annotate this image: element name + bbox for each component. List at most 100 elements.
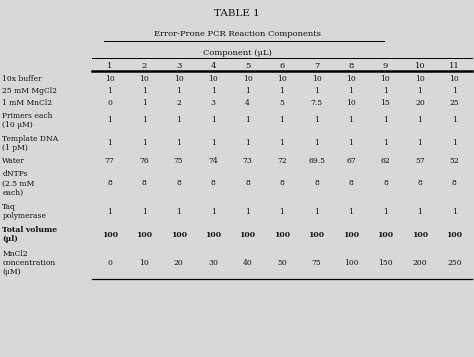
Text: 25 mM MgCl2: 25 mM MgCl2: [2, 87, 57, 95]
Text: 1: 1: [107, 139, 112, 147]
Text: 100: 100: [101, 231, 118, 238]
Text: 74: 74: [208, 157, 218, 165]
Text: Component (μL): Component (μL): [202, 49, 272, 57]
Text: 6: 6: [279, 62, 285, 70]
Text: 8: 8: [107, 180, 112, 187]
Text: 50: 50: [277, 259, 287, 267]
Text: 10x buffer: 10x buffer: [2, 75, 42, 82]
Text: 1: 1: [418, 87, 422, 95]
Text: 10: 10: [277, 75, 287, 82]
Text: 1: 1: [142, 99, 146, 107]
Text: 1: 1: [176, 116, 181, 124]
Text: 1: 1: [383, 139, 388, 147]
Text: 9: 9: [383, 62, 388, 70]
Text: 1: 1: [245, 87, 250, 95]
Text: 100: 100: [412, 231, 428, 238]
Text: 75: 75: [174, 157, 183, 165]
Text: 5: 5: [280, 99, 284, 107]
Text: 8: 8: [280, 180, 284, 187]
Text: 25: 25: [449, 99, 459, 107]
Text: 100: 100: [136, 231, 152, 238]
Text: MnCl2
concentration
(μM): MnCl2 concentration (μM): [2, 250, 55, 276]
Text: 100: 100: [205, 231, 221, 238]
Text: Template DNA
(1 pM): Template DNA (1 pM): [2, 135, 59, 152]
Text: 8: 8: [418, 180, 422, 187]
Text: 1: 1: [314, 116, 319, 124]
Text: 72: 72: [277, 157, 287, 165]
Text: 3: 3: [210, 99, 216, 107]
Text: 1: 1: [210, 139, 216, 147]
Text: 1: 1: [383, 116, 388, 124]
Text: 1: 1: [280, 116, 284, 124]
Text: 69.5: 69.5: [308, 157, 325, 165]
Text: 1: 1: [348, 116, 354, 124]
Text: 8: 8: [452, 180, 457, 187]
Text: 100: 100: [171, 231, 187, 238]
Text: 100: 100: [447, 231, 463, 238]
Text: 1: 1: [210, 116, 216, 124]
Text: 1: 1: [176, 87, 181, 95]
Text: Total volume
(μl): Total volume (μl): [2, 226, 57, 243]
Text: 1: 1: [418, 139, 422, 147]
Text: 1: 1: [176, 139, 181, 147]
Text: TABLE 1: TABLE 1: [214, 9, 260, 18]
Text: 1: 1: [142, 208, 146, 216]
Text: 7: 7: [314, 62, 319, 70]
Text: 30: 30: [208, 259, 218, 267]
Text: 100: 100: [377, 231, 393, 238]
Text: 1: 1: [452, 87, 457, 95]
Text: 10: 10: [139, 75, 149, 82]
Text: 100: 100: [274, 231, 290, 238]
Text: 1: 1: [176, 208, 181, 216]
Text: 200: 200: [412, 259, 427, 267]
Text: 1: 1: [452, 139, 457, 147]
Text: 73: 73: [243, 157, 253, 165]
Text: 10: 10: [174, 75, 183, 82]
Text: 8: 8: [314, 180, 319, 187]
Text: 8: 8: [176, 180, 181, 187]
Text: Primers each
(10 μM): Primers each (10 μM): [2, 112, 53, 129]
Text: 1: 1: [245, 116, 250, 124]
Text: 10: 10: [243, 75, 253, 82]
Text: Water: Water: [2, 157, 25, 165]
Text: 10: 10: [415, 62, 425, 70]
Text: 15: 15: [381, 99, 390, 107]
Text: 1: 1: [314, 139, 319, 147]
Text: 11: 11: [449, 62, 460, 70]
Text: 1: 1: [452, 116, 457, 124]
Text: 40: 40: [243, 259, 253, 267]
Text: 1: 1: [452, 208, 457, 216]
Text: 8: 8: [210, 180, 216, 187]
Text: 1: 1: [348, 87, 354, 95]
Text: 1: 1: [383, 87, 388, 95]
Text: 1: 1: [245, 139, 250, 147]
Text: 1: 1: [210, 208, 216, 216]
Text: 8: 8: [348, 180, 354, 187]
Text: 8: 8: [348, 62, 354, 70]
Text: 1: 1: [348, 208, 354, 216]
Text: 1: 1: [418, 208, 422, 216]
Text: 8: 8: [245, 180, 250, 187]
Text: 1: 1: [383, 208, 388, 216]
Text: 57: 57: [415, 157, 425, 165]
Text: 10: 10: [311, 75, 321, 82]
Text: 76: 76: [139, 157, 149, 165]
Text: 1: 1: [107, 87, 112, 95]
Text: 1: 1: [280, 87, 284, 95]
Text: 4: 4: [210, 62, 216, 70]
Text: 100: 100: [309, 231, 325, 238]
Text: 1: 1: [107, 116, 112, 124]
Text: 7.5: 7.5: [310, 99, 323, 107]
Text: 100: 100: [343, 231, 359, 238]
Text: Error-Prone PCR Reaction Components: Error-Prone PCR Reaction Components: [154, 30, 320, 38]
Text: 1: 1: [314, 208, 319, 216]
Text: 10: 10: [449, 75, 459, 82]
Text: 2: 2: [176, 99, 181, 107]
Text: 77: 77: [105, 157, 115, 165]
Text: 1: 1: [142, 116, 146, 124]
Text: 100: 100: [239, 231, 255, 238]
Text: 1: 1: [107, 62, 112, 70]
Text: 8: 8: [142, 180, 146, 187]
Text: 10: 10: [381, 75, 390, 82]
Text: 10: 10: [208, 75, 218, 82]
